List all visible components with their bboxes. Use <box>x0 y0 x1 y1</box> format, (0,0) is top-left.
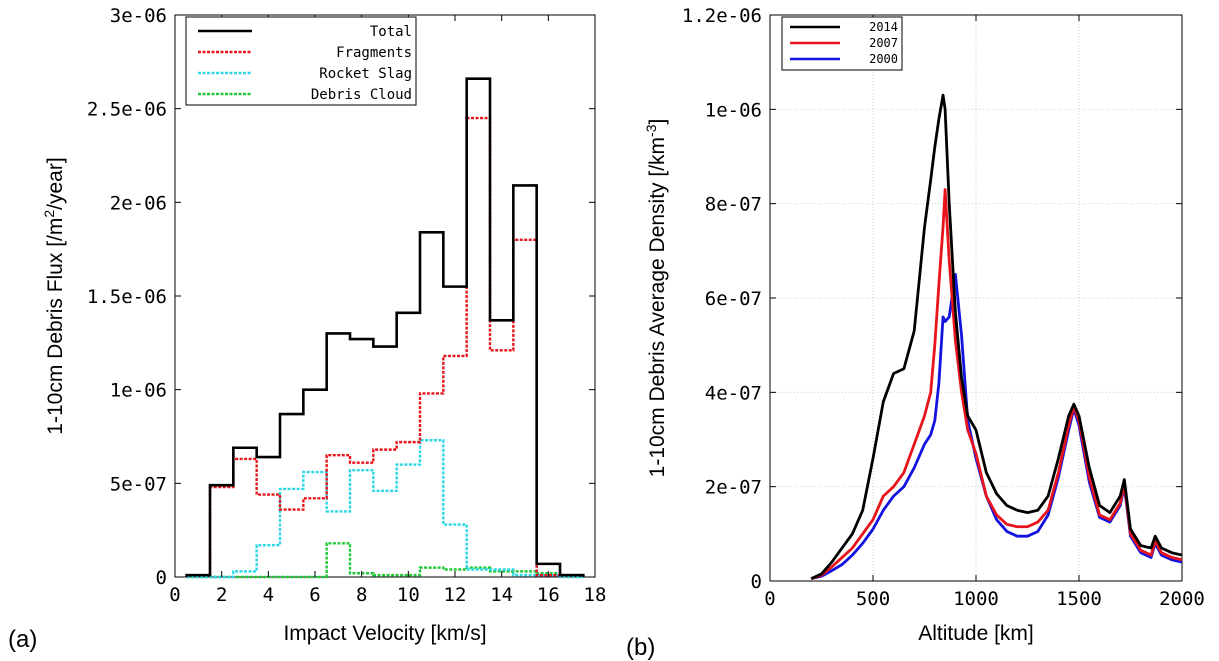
chart-b-ylabel: 1-10cm Debris Average Density [/km-3] <box>643 119 669 478</box>
chart-b-legend-label-2014: 2014 <box>869 20 898 34</box>
chart-a-xtick-label: 0 <box>169 584 180 606</box>
chart-a-legend-label-fragments: Fragments <box>336 45 412 61</box>
chart-b-legend-label-2007: 2007 <box>869 36 898 50</box>
chart-a-xtick-label: 16 <box>537 584 560 606</box>
chart-b-series-2000 <box>810 273 1183 581</box>
chart-b-series-layer <box>810 93 1183 581</box>
chart-a-xtick-label: 8 <box>356 584 367 606</box>
chart-a: 0 2 4 6 8 10 12 14 16 18 0 5e-07 1e-06 1.5e-06 2e-06 2.… <box>8 5 606 653</box>
chart-a-panel-label: (a) <box>8 626 37 653</box>
chart-a-legend-label-debris-cloud: Debris Cloud <box>311 87 412 103</box>
chart-b-xtick-label: 500 <box>856 588 890 610</box>
chart-a-xtick-label: 12 <box>444 584 467 606</box>
chart-a-series-rocket-slag <box>186 439 584 579</box>
chart-a-ytick-label: 2e-06 <box>110 192 167 214</box>
chart-a-legend-label-rocket-slag: Rocket Slag <box>319 66 412 82</box>
chart-a-xtick-label: 18 <box>584 584 607 606</box>
chart-b-ytick-label: 1e-06 <box>705 99 762 121</box>
chart-b-xtick-label: 0 <box>764 588 775 610</box>
chart-b-xtick-label: 1500 <box>1056 588 1102 610</box>
chart-a-ytick-label: 3e-06 <box>110 5 167 27</box>
chart-a-xtick-label: 4 <box>263 584 274 606</box>
chart-a-xtick-label: 14 <box>490 584 513 606</box>
chart-b-ytick-label: 0 <box>751 571 762 593</box>
chart-a-ylabel: 1-10cm Debris Flux [/m2/year] <box>41 157 67 434</box>
chart-a-series-layer <box>185 77 585 579</box>
chart-b-series-2014 <box>810 93 1183 580</box>
chart-b-legend-label-2000: 2000 <box>869 52 898 66</box>
chart-a-xtick-label: 6 <box>309 584 320 606</box>
chart-a-ytick-label: 2.5e-06 <box>87 99 167 121</box>
chart-b: 0 500 1000 1500 2000 0 2e-07 4e-07 6e-07 8e-07 1e-… <box>626 5 1205 661</box>
chart-b-xlabel: Altitude [km] <box>918 622 1034 645</box>
chart-a-xtick-label: 2 <box>216 584 227 606</box>
chart-a-ytick-label: 1.5e-06 <box>87 286 167 308</box>
chart-a-legend: Total Fragments Rocket Slag Debris Cloud <box>185 16 417 106</box>
chart-a-ytick-label: 5e-07 <box>110 473 167 495</box>
chart-a-legend-label-total: Total <box>370 24 412 40</box>
chart-a-ytick-label: 0 <box>156 567 167 589</box>
chart-b-ytick-label: 2e-07 <box>705 477 762 499</box>
chart-b-ytick-label: 4e-07 <box>705 382 762 404</box>
chart-a-series-total <box>185 77 585 577</box>
chart-b-ytick-label: 8e-07 <box>705 194 762 216</box>
chart-b-ytick-label: 6e-07 <box>705 288 762 310</box>
chart-a-xlabel: Impact Velocity [km/s] <box>283 622 486 645</box>
chart-b-ytick-label: 1.2e-06 <box>682 5 762 27</box>
chart-a-xtick-label: 10 <box>397 584 420 606</box>
chart-b-legend: 2014 2007 2000 <box>781 16 903 71</box>
chart-b-xtick-label: 1000 <box>953 588 999 610</box>
chart-b-panel-label: (b) <box>626 634 655 661</box>
chart-a-tick-layer: 0 2 4 6 8 10 12 14 16 18 0 5e-07 1e-06 1.5e-06 2e-06 2.… <box>87 5 607 606</box>
chart-b-tick-layer: 0 500 1000 1500 2000 0 2e-07 4e-07 6e-07 8e-07 1e-… <box>682 5 1205 610</box>
chart-b-xtick-label: 2000 <box>1159 588 1205 610</box>
chart-a-ytick-label: 1e-06 <box>110 380 167 402</box>
